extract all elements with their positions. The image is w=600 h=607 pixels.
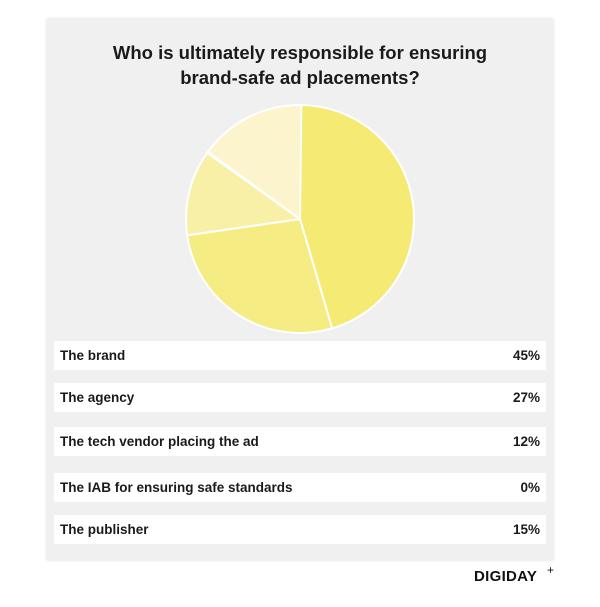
legend-value: 0%: [520, 480, 540, 495]
legend-label: The tech vendor placing the ad: [60, 434, 259, 449]
pie-chart: [185, 104, 415, 334]
legend-label: The brand: [60, 348, 126, 363]
legend-value: 12%: [512, 434, 540, 449]
digiday-logo: DIGIDAY: [474, 568, 538, 585]
chart-title: Who is ultimately responsible for ensuri…: [46, 40, 554, 90]
poll-card: Who is ultimately responsible for ensuri…: [46, 18, 554, 561]
pie-slice-5: [206, 104, 303, 220]
legend-label: The IAB for ensuring safe standards: [60, 480, 293, 495]
legend-row-iab: The IAB for ensuring safe standards 0%: [54, 473, 546, 502]
chart-title-line-1: Who is ultimately responsible for ensuri…: [112, 42, 488, 63]
pie-slice-2: [186, 218, 334, 334]
legend-label: The publisher: [60, 522, 149, 537]
legend-value: 45%: [512, 348, 540, 363]
legend-row-brand: The brand 45%: [54, 341, 546, 370]
pie-slice-3: [185, 151, 301, 237]
legend-row-agency: The agency 27%: [54, 383, 546, 412]
legend-row-publisher: The publisher 15%: [54, 515, 546, 544]
digiday-plus-mark: +: [547, 563, 555, 577]
legend-row-tech-vendor: The tech vendor placing the ad 12%: [54, 427, 546, 456]
legend-label: The agency: [60, 390, 135, 405]
legend-value: 27%: [512, 390, 540, 405]
chart-title-line-2: brand-safe ad placements?: [180, 67, 420, 88]
legend-value: 15%: [512, 522, 540, 537]
pie-slice-1: [299, 104, 415, 330]
